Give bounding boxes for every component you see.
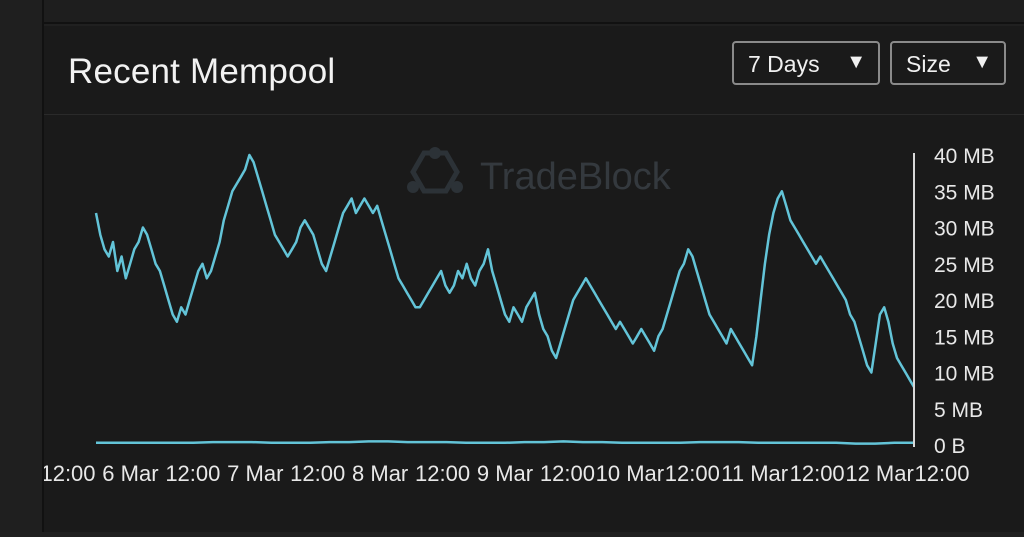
watermark-text: TradeBlock [480, 156, 672, 198]
y-tick-label: 25 MB [934, 254, 995, 277]
x-tick-label: 12:00 [44, 461, 96, 486]
y-tick-label: 15 MB [934, 326, 995, 349]
x-tick-label: 12:00 [914, 461, 969, 486]
y-tick-label: 10 MB [934, 363, 995, 386]
x-tick-label: 12:00 [290, 461, 345, 486]
y-tick-label: 30 MB [934, 218, 995, 241]
metric-select[interactable]: Size ▼ [890, 41, 1006, 85]
watermark: TradeBlock [407, 147, 672, 198]
x-tick-label: 12:00 [665, 461, 720, 486]
mempool-panel: Recent Mempool 7 Days ▼ Size ▼ TradeBloc… [40, 26, 1024, 532]
y-tick-label: 5 MB [934, 399, 983, 422]
x-axis: 12:00 6 Mar 12:00 7 Mar 12:00 8 Mar 12:00 9 Mar… [40, 461, 969, 486]
x-tick-label: 8 Mar [352, 461, 408, 486]
top-bar [0, 0, 1024, 24]
x-tick-label: 9 Mar [477, 461, 533, 486]
tradeblock-logo-icon [407, 147, 463, 194]
x-tick-label: 10 Mar [596, 461, 664, 486]
y-tick-label: 35 MB [934, 181, 995, 204]
x-tick-label: 12:00 [165, 461, 220, 486]
chevron-down-icon: ▼ [972, 51, 992, 73]
y-tick-label: 40 MB [934, 145, 995, 168]
panel-header: Recent Mempool 7 Days ▼ Size ▼ [44, 26, 1024, 115]
y-tick-label: 20 MB [934, 290, 995, 313]
series-line-0 [94, 153, 916, 388]
y-axis: 0 B 5 MB 10 MB 15 MB 20 MB 25 MB 30 MB 35 MB 40 … [913, 145, 995, 458]
metric-value: Size [906, 51, 951, 77]
x-tick-label: 6 Mar [102, 461, 158, 486]
plot-layer [94, 153, 916, 445]
x-tick-label: 11 Mar [721, 461, 788, 486]
y-tick-label: 0 B [934, 435, 966, 458]
series-line-1 [96, 440, 914, 445]
x-tick-label: 12 Mar [845, 461, 913, 486]
panel-title: Recent Mempool [68, 52, 336, 91]
x-tick-label: 12:00 [540, 461, 595, 486]
mempool-chart: TradeBlock 0 B 5 MB 10 MB 15 MB 20 MB 25 MB 30… [40, 145, 995, 486]
x-tick-label: 12:00 [415, 461, 470, 486]
time-range-select[interactable]: 7 Days ▼ [732, 41, 880, 85]
x-tick-label: 7 Mar [227, 461, 283, 486]
x-tick-label: 12:00 [790, 461, 845, 486]
time-range-value: 7 Days [748, 51, 820, 77]
chevron-down-icon: ▼ [846, 51, 866, 73]
chart-area: TradeBlock 0 B 5 MB 10 MB 15 MB 20 MB 25 MB 30… [40, 115, 1024, 532]
left-gutter [0, 0, 44, 532]
